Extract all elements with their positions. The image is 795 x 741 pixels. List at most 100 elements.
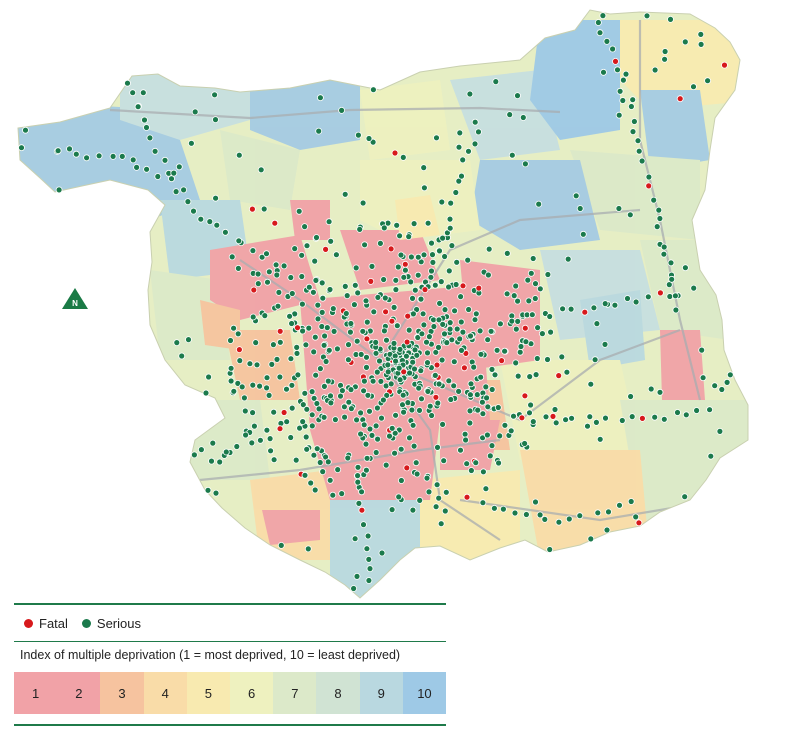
fatal-marker (322, 245, 330, 253)
serious-marker (431, 371, 439, 379)
serious-marker (287, 274, 295, 281)
serious-marker (477, 373, 485, 381)
fatal-marker (421, 286, 429, 294)
serious-marker (304, 545, 312, 553)
serious-marker (396, 376, 404, 384)
serious-marker (446, 319, 454, 327)
serious-marker (344, 356, 352, 364)
serious-marker (283, 385, 290, 393)
serious-marker (404, 399, 412, 407)
fatal-marker (518, 414, 526, 422)
serious-marker (361, 241, 369, 249)
serious-marker (466, 90, 474, 98)
serious-marker (452, 189, 460, 196)
serious-marker (562, 416, 569, 424)
serious-marker (666, 293, 674, 300)
serious-marker (409, 310, 417, 318)
serious-marker (254, 280, 262, 288)
serious-marker (341, 190, 349, 198)
serious-marker (143, 165, 151, 173)
serious-marker (627, 393, 634, 400)
fatal-marker (280, 409, 288, 416)
serious-marker (609, 45, 616, 53)
serious-marker (409, 294, 416, 302)
fatal-marker (635, 519, 643, 527)
serious-marker (211, 91, 219, 99)
serious-marker (514, 297, 521, 305)
fatal-marker (612, 58, 619, 65)
serious-marker (584, 422, 591, 430)
serious-marker (508, 151, 516, 159)
serious-marker (405, 233, 413, 241)
serious-marker (429, 258, 437, 266)
serious-marker (479, 410, 487, 418)
serious-marker (350, 585, 358, 592)
serious-marker (292, 456, 300, 464)
serious-marker (267, 447, 275, 455)
fatal-marker (367, 277, 375, 285)
serious-marker (187, 139, 195, 147)
serious-marker (484, 336, 492, 344)
serious-marker (109, 152, 117, 160)
serious-marker (501, 347, 509, 355)
serious-marker (437, 278, 445, 286)
serious-marker (419, 310, 427, 318)
serious-marker (472, 310, 480, 318)
serious-marker (303, 445, 311, 453)
serious-marker (620, 76, 627, 84)
serious-marker (402, 352, 410, 360)
serious-marker (579, 230, 587, 238)
serious-marker (311, 333, 319, 341)
serious-marker (365, 556, 373, 563)
serious-marker (544, 271, 552, 278)
serious-marker (594, 509, 602, 517)
serious-marker (699, 374, 707, 382)
serious-marker (428, 267, 435, 275)
serious-marker (133, 163, 141, 171)
serious-marker (453, 258, 461, 266)
serious-marker (697, 41, 705, 48)
serious-marker (359, 327, 367, 335)
serious-marker (656, 388, 664, 396)
serious-marker (587, 535, 595, 543)
serious-marker (235, 237, 243, 245)
serious-marker (447, 396, 455, 403)
serious-marker (624, 295, 631, 302)
serious-marker (526, 409, 533, 417)
serious-marker (681, 38, 689, 46)
serious-marker (601, 300, 609, 308)
serious-marker (587, 380, 595, 388)
serious-marker (228, 253, 236, 261)
serious-marker (611, 301, 619, 309)
serious-marker (314, 301, 322, 309)
serious-marker (638, 157, 646, 165)
serious-marker (118, 152, 126, 160)
serious-marker (590, 304, 598, 312)
serious-marker (303, 242, 311, 250)
serious-marker (478, 398, 486, 406)
serious-marker (298, 300, 306, 308)
fatal-marker (404, 312, 412, 320)
serious-marker (390, 303, 398, 311)
fatal-marker (459, 282, 467, 290)
serious-marker (352, 264, 360, 272)
serious-marker (476, 327, 484, 335)
serious-marker (378, 549, 386, 557)
serious-marker (410, 442, 418, 450)
serious-marker (146, 134, 154, 142)
serious-marker (417, 367, 425, 375)
serious-marker (324, 458, 332, 466)
fatal-marker (676, 95, 684, 103)
serious-marker (334, 466, 342, 474)
serious-marker (319, 468, 327, 476)
serious-marker (576, 512, 584, 520)
serious-marker (450, 382, 458, 390)
serious-marker (425, 488, 433, 496)
serious-marker (372, 338, 380, 346)
serious-marker (180, 186, 188, 194)
serious-marker (209, 439, 217, 447)
serious-marker (565, 515, 573, 523)
serious-marker (488, 442, 496, 450)
serious-marker (401, 266, 409, 274)
serious-marker (301, 223, 309, 231)
